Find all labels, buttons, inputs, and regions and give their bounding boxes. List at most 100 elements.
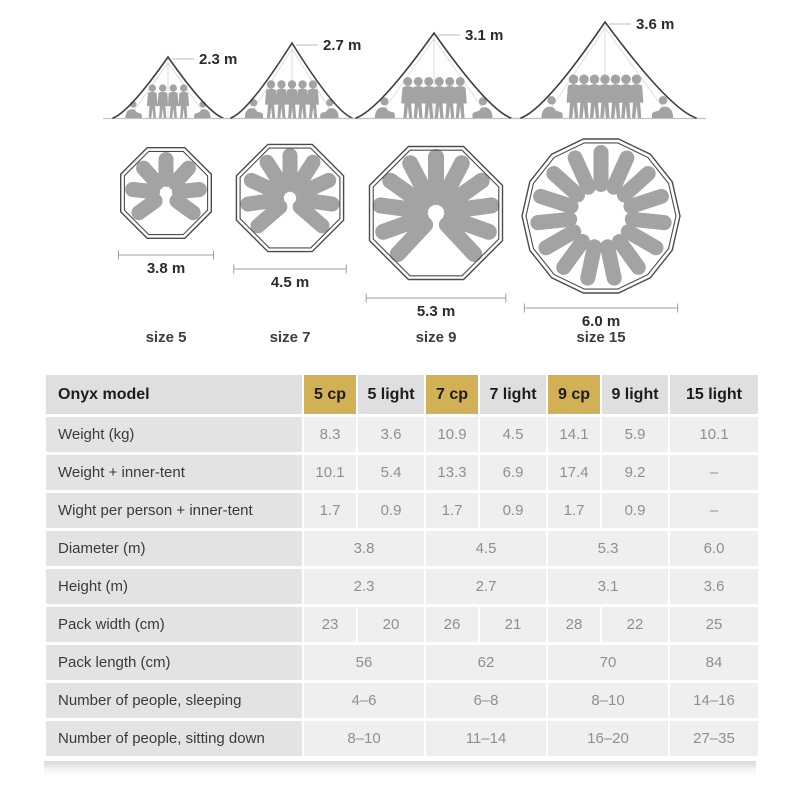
table-body: Weight (kg) 8.3 3.6 10.9 4.5 14.1 5.9 10.1 Weigh… [46,417,758,756]
row-label: Pack width (cm) [46,607,302,642]
table-row: Diameter (m) 3.8 4.5 5.3 6.0 [46,531,758,566]
spec-value: 6–8 [426,683,546,718]
floorplan-diameter-label: 5.3 m [417,303,455,320]
table-row: Pack width (cm) 23 20 26 21 28 22 25 [46,607,758,642]
tent-floorplan: 5.3 m size 9 [365,145,507,346]
floorplan-outer-wall [235,143,345,253]
sleeping-people [372,149,500,262]
floorplan-outer-wall [368,145,504,281]
tent-size-label: size 9 [416,329,457,346]
spec-value: 84 [670,645,758,680]
column-header: 5 cp [304,375,356,414]
spec-value: 13.3 [426,455,478,490]
inner-tent-lines [127,57,209,119]
spec-value: 28 [548,607,600,642]
tent-floorplan: 3.8 m size 5 [117,146,215,346]
spec-value: – [670,455,758,490]
spec-value: – [670,493,758,528]
spec-value: 1.7 [548,493,600,528]
spec-value: 26 [426,607,478,642]
floorplan-outer-wall [119,146,213,240]
table-row: Weight + inner-tent 10.1 5.4 13.3 6.9 17.4 9.2… [46,455,758,490]
spec-value: 0.9 [602,493,668,528]
floorplan-diameter-label: 4.5 m [271,274,309,291]
spec-value: 22 [602,607,668,642]
spec-value: 1.7 [304,493,356,528]
sleeping-people [530,145,672,286]
spec-value: 6.0 [670,531,758,566]
column-header: 7 light [480,375,546,414]
spec-value: 17.4 [548,455,600,490]
spec-value: 16–20 [548,721,668,756]
spec-value: 11–14 [426,721,546,756]
table-bottom-shadow [44,761,756,776]
spec-value: 0.9 [358,493,424,528]
tent-outline [230,41,353,119]
tent-size-label: size 15 [576,329,625,346]
spec-value: 62 [426,645,546,680]
row-label: Height (m) [46,569,302,604]
spec-value: 23 [304,607,356,642]
table-row: Weight (kg) 8.3 3.6 10.9 4.5 14.1 5.9 10.1 [46,417,758,452]
row-label: Weight (kg) [46,417,302,452]
spec-value: 20 [358,607,424,642]
floorplan-diameter-label: 6.0 m [582,313,620,330]
spec-value: 14–16 [670,683,758,718]
spec-value: 1.7 [426,493,478,528]
spec-table: Onyx model 5 cp 5 light 7 cp 7 light 9 cp 9 li… [44,372,760,759]
tent-outline [355,31,512,119]
row-label: Wight per person + inner-tent [46,493,302,528]
tent-outline [520,20,697,119]
spec-value: 8.3 [304,417,356,452]
column-header: 5 light [358,375,424,414]
row-label: Number of people, sleeping [46,683,302,718]
tent-side-view: 3.6 m [511,16,706,120]
diameter-dimension-line [233,264,347,274]
row-label: Weight + inner-tent [46,455,302,490]
floorplan-inner-wall [525,142,677,290]
table-row: Number of people, sleeping 4–6 6–8 8–10 14–1… [46,683,758,718]
tent-side-view: 2.7 m [221,37,362,120]
spec-value: 10.1 [304,455,356,490]
tent-floorplan: 4.5 m size 7 [233,143,347,346]
table-row: Number of people, sitting down 8–10 11–14 1… [46,721,758,756]
table-head: Onyx model 5 cp 5 light 7 cp 7 light 9 cp 9 li… [46,375,758,414]
spec-value: 10.9 [426,417,478,452]
tent-side-view: 3.1 m [346,27,521,120]
spec-value: 25 [670,607,758,642]
spec-value: 3.1 [548,569,668,604]
spec-value: 21 [480,607,546,642]
floorplan-diameter-label: 3.8 m [147,260,185,277]
tent-size-label: size 7 [270,329,311,346]
spec-value: 9.2 [602,455,668,490]
spec-value: 3.6 [670,569,758,604]
table-row: Pack length (cm) 56 62 70 84 [46,645,758,680]
floorplan-inner-wall [239,147,341,249]
floorplan-inner-wall [123,150,209,236]
header-row: Onyx model 5 cp 5 light 7 cp 7 light 9 cp 9 li… [46,375,758,414]
spec-value: 14.1 [548,417,600,452]
row-label: Number of people, sitting down [46,721,302,756]
spec-value: 0.9 [480,493,546,528]
row-label: Pack length (cm) [46,645,302,680]
spec-value: 5.9 [602,417,668,452]
spec-value: 56 [304,645,424,680]
spec-value: 3.8 [304,531,424,566]
column-header: 7 cp [426,375,478,414]
diameter-dimension-line [117,250,215,260]
spec-value: 2.3 [304,569,424,604]
row-label: Diameter (m) [46,531,302,566]
diameter-dimension-line [365,293,507,303]
table-row: Wight per person + inner-tent 1.7 0.9 1.7 0.… [46,493,758,528]
tent-height-label: 2.7 m [323,37,361,54]
spec-value: 5.4 [358,455,424,490]
column-header: 15 light [670,375,758,414]
spec-value: 4.5 [426,531,546,566]
tent-side-view: 2.3 m [103,51,237,120]
column-header: 9 light [602,375,668,414]
tent-size-label: size 5 [146,329,187,346]
spec-value: 6.9 [480,455,546,490]
sleeping-people [240,148,340,234]
spec-value: 8–10 [548,683,668,718]
